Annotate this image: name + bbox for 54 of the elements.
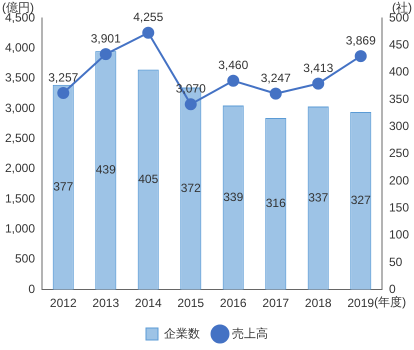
y-tick-label: 0 [28, 282, 36, 296]
data-label: 3,070 [176, 82, 206, 96]
y-tick-label: 2,000 [5, 161, 36, 176]
x-tick-label: 2015 [177, 296, 204, 310]
data-label: 3,247 [260, 70, 292, 85]
point [227, 74, 240, 87]
point [354, 50, 367, 62]
data-label: 405 [138, 172, 159, 186]
y2-tick-label: 250 [388, 146, 410, 160]
x-tick-label: 2019 [347, 296, 374, 310]
x-tick-label: 2012 [50, 296, 77, 310]
y2-tick-label: 400 [388, 64, 410, 79]
y-tick-label: 3,000 [5, 100, 36, 115]
data-label: 3,413 [303, 60, 334, 75]
x-tick-label: 2016 [220, 296, 247, 310]
data-label: 339 [223, 190, 244, 204]
y-tick-label: 2,500 [5, 131, 36, 146]
data-label: 3,460 [218, 58, 249, 72]
legend-label: 売上高 [232, 326, 268, 340]
data-label: 327 [350, 193, 372, 208]
point [142, 26, 154, 39]
y2-tick-label: 450 [388, 37, 410, 52]
data-label: 337 [308, 190, 329, 204]
y-tick-label: 1,500 [5, 191, 36, 206]
x-tick-label: 2013 [92, 296, 120, 310]
y2-tick-label: 100 [388, 228, 410, 242]
y2-tick-label: 200 [388, 173, 410, 188]
y2-tick-label: 150 [388, 200, 410, 214]
point [312, 78, 324, 90]
x-tick-label: 2014 [134, 296, 162, 310]
point [270, 88, 282, 100]
y2-tick-label: 300 [388, 118, 410, 133]
y-tick-label: 4,000 [5, 40, 36, 54]
x-axis-title: (年度) [374, 294, 406, 309]
point [57, 87, 70, 100]
point [100, 48, 112, 60]
data-label: 3,257 [48, 70, 79, 84]
x-tick-label: 2018 [304, 296, 332, 310]
y-tick-label: 3,500 [5, 70, 36, 85]
point [184, 98, 197, 110]
y-tick-label: 1,000 [5, 222, 36, 236]
data-label: 4,255 [133, 10, 164, 24]
data-label: 316 [266, 196, 286, 210]
data-label: 439 [96, 162, 116, 177]
y2-tick-label: 50 [388, 254, 403, 269]
x-tick-label: 2017 [262, 296, 290, 310]
y2-tick-label: 350 [388, 92, 410, 106]
y2-tick-label: 0 [388, 282, 396, 296]
y-tick-label: 500 [15, 252, 36, 266]
data-label: 372 [180, 180, 202, 195]
legend-label: 企業数 [164, 326, 200, 340]
data-label: 3,901 [90, 31, 122, 46]
data-label: 377 [53, 180, 74, 194]
data-label: 3,869 [346, 33, 376, 48]
